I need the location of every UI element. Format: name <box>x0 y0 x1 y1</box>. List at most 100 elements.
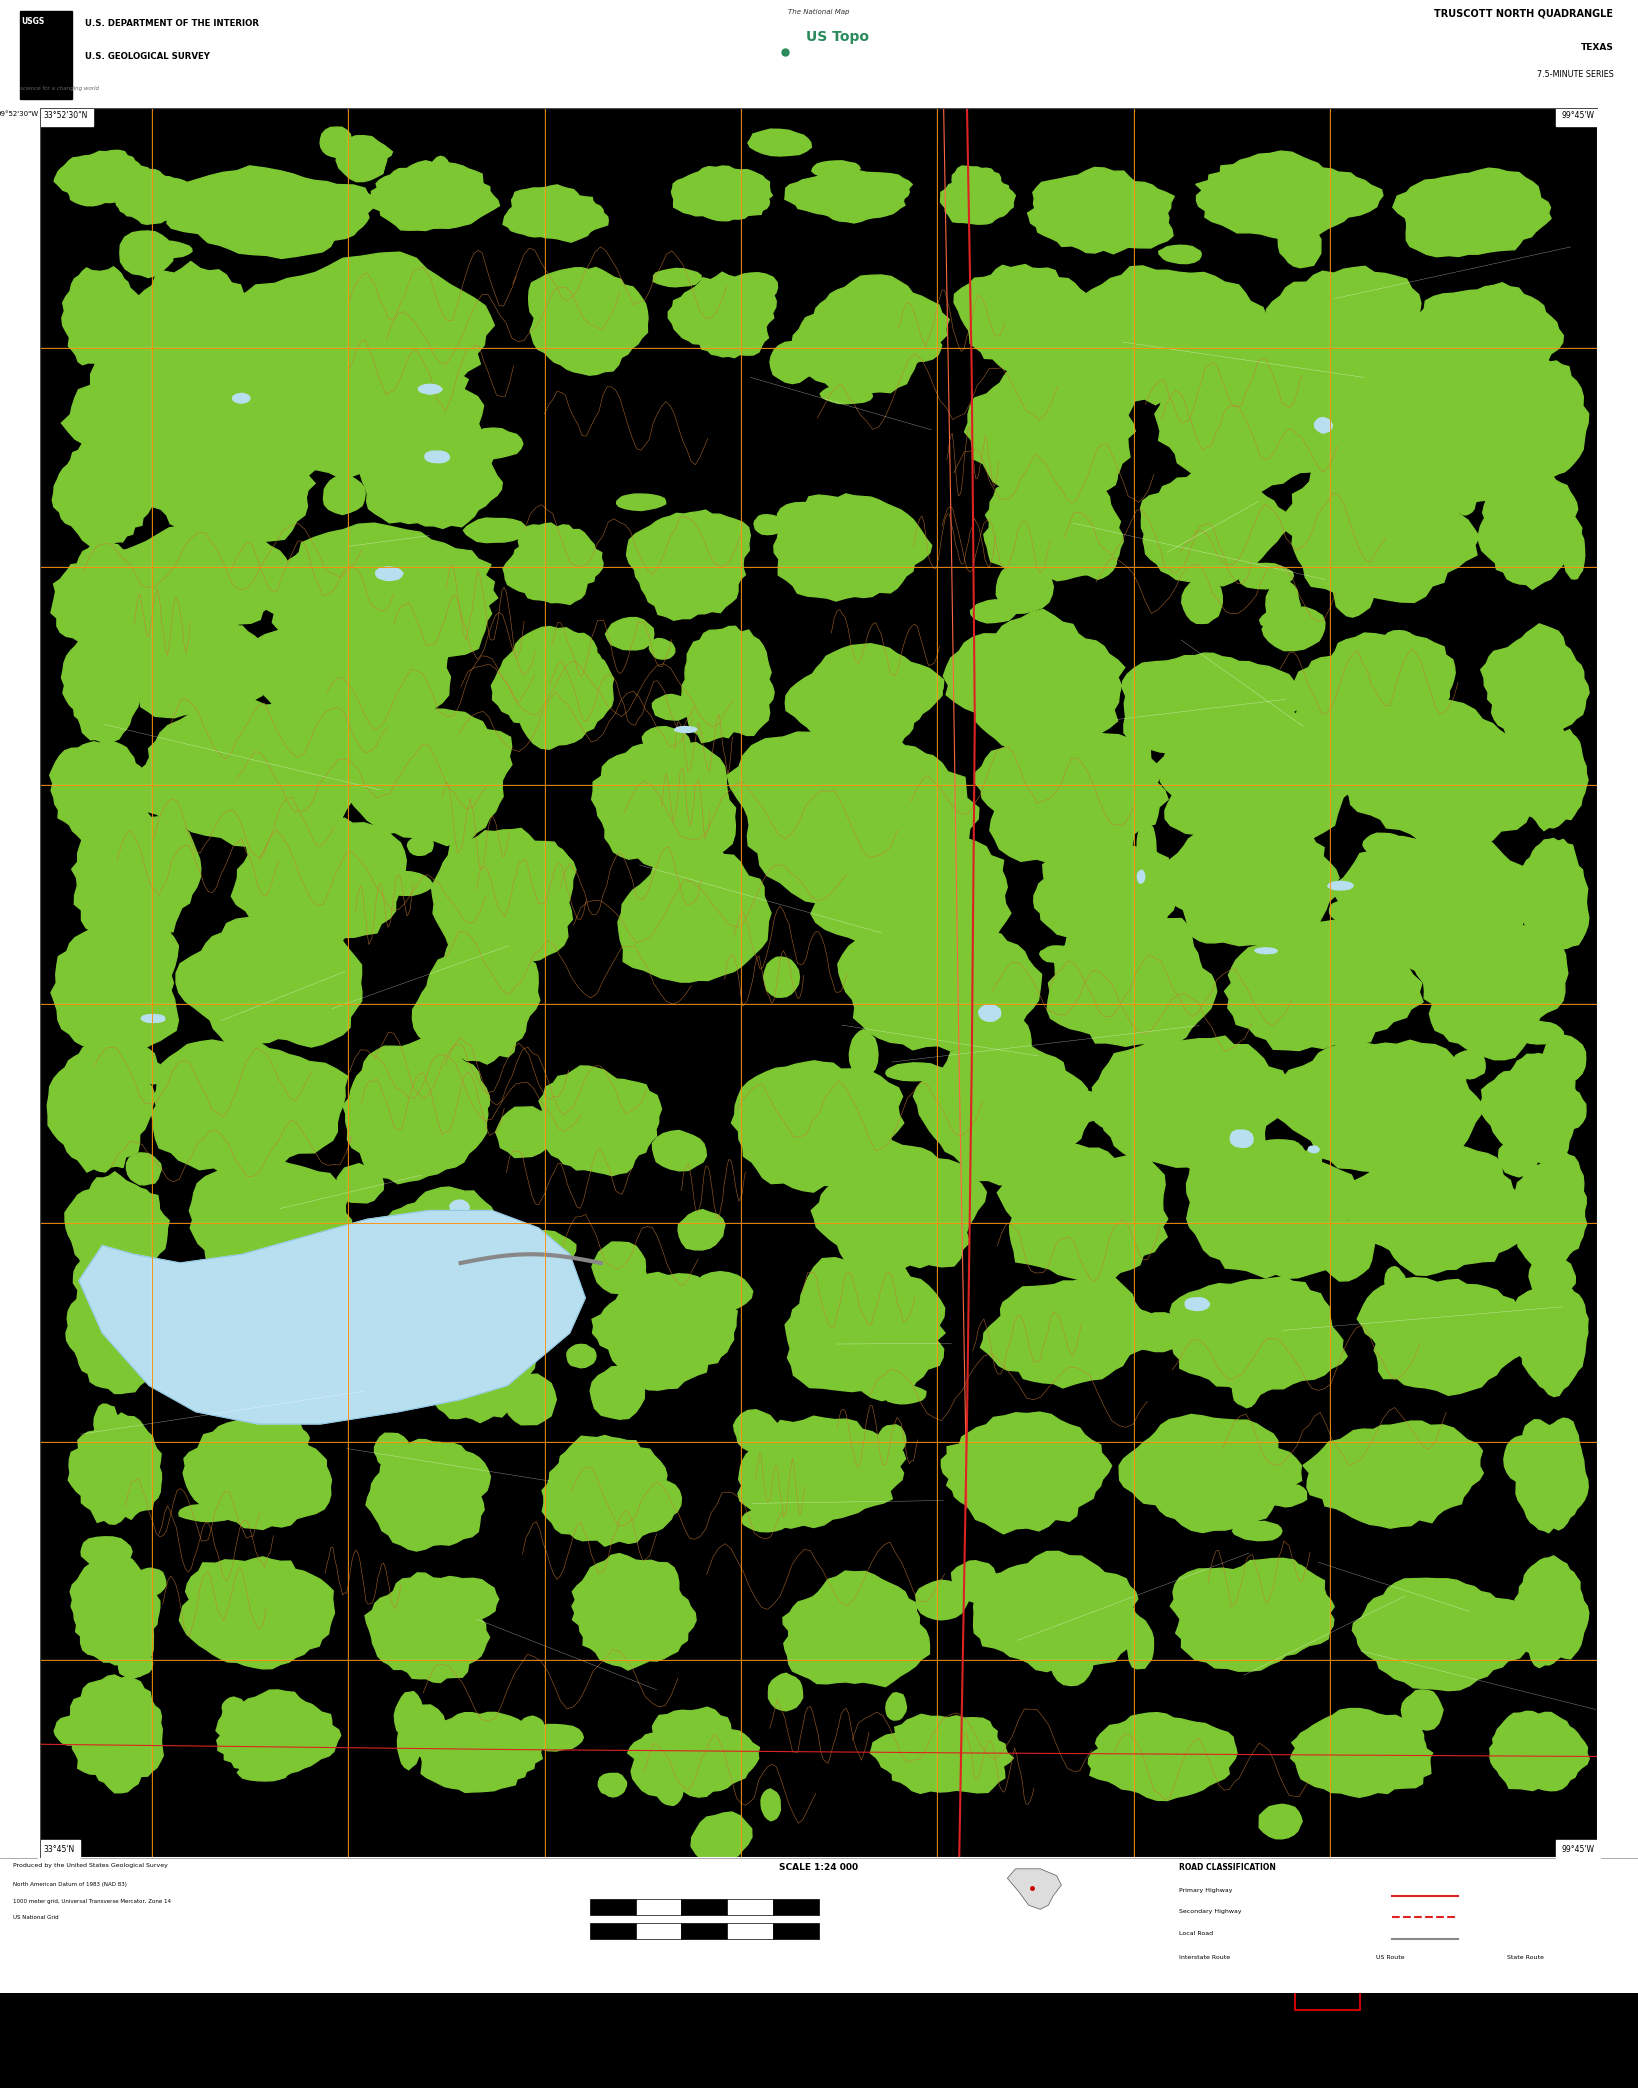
Text: US National Grid: US National Grid <box>13 1915 59 1919</box>
Polygon shape <box>837 915 1042 1050</box>
Text: TEXAS: TEXAS <box>1581 44 1613 52</box>
Polygon shape <box>80 1537 133 1566</box>
Polygon shape <box>886 1693 906 1721</box>
Polygon shape <box>1137 871 1145 883</box>
Polygon shape <box>1469 303 1502 328</box>
Polygon shape <box>1400 1689 1443 1731</box>
Polygon shape <box>1232 1372 1260 1407</box>
Polygon shape <box>1291 1708 1433 1798</box>
Polygon shape <box>749 129 811 157</box>
Polygon shape <box>242 493 300 524</box>
Polygon shape <box>229 1307 382 1420</box>
Polygon shape <box>785 643 943 758</box>
Polygon shape <box>1481 624 1589 745</box>
Polygon shape <box>503 1374 557 1424</box>
Polygon shape <box>421 1712 542 1792</box>
Polygon shape <box>1070 892 1102 908</box>
Text: science for a changing world: science for a changing world <box>20 86 98 92</box>
Text: Produced by the United States Geological Survey: Produced by the United States Geological… <box>13 1862 169 1869</box>
Polygon shape <box>238 1764 288 1781</box>
Polygon shape <box>616 495 665 509</box>
Polygon shape <box>231 812 406 946</box>
Polygon shape <box>418 384 442 395</box>
Polygon shape <box>1079 532 1117 578</box>
Polygon shape <box>136 697 388 848</box>
Polygon shape <box>1415 497 1446 530</box>
Polygon shape <box>1225 919 1423 1050</box>
Polygon shape <box>762 1789 780 1821</box>
Polygon shape <box>70 1553 161 1666</box>
Polygon shape <box>953 265 1089 376</box>
Polygon shape <box>367 161 500 230</box>
Polygon shape <box>468 428 523 459</box>
Bar <box>1296 1961 1360 2011</box>
Polygon shape <box>216 1689 341 1779</box>
Polygon shape <box>521 1716 544 1735</box>
Polygon shape <box>54 1716 92 1746</box>
Polygon shape <box>331 1340 377 1397</box>
Polygon shape <box>462 1086 490 1115</box>
Polygon shape <box>450 1201 468 1215</box>
Polygon shape <box>672 167 773 221</box>
Polygon shape <box>660 1338 714 1357</box>
Polygon shape <box>136 407 318 543</box>
Polygon shape <box>1066 1587 1088 1641</box>
Polygon shape <box>1335 426 1391 457</box>
Polygon shape <box>1453 1050 1486 1079</box>
Polygon shape <box>319 127 352 157</box>
Polygon shape <box>542 1434 667 1545</box>
Polygon shape <box>1242 1462 1269 1516</box>
Polygon shape <box>1455 487 1476 516</box>
Polygon shape <box>1325 699 1545 848</box>
Polygon shape <box>1314 418 1332 432</box>
Polygon shape <box>886 785 916 808</box>
Polygon shape <box>493 1255 537 1278</box>
Polygon shape <box>62 267 141 365</box>
Polygon shape <box>1088 1712 1237 1800</box>
Polygon shape <box>231 338 483 480</box>
Polygon shape <box>1260 1804 1302 1840</box>
Polygon shape <box>649 639 675 660</box>
Polygon shape <box>416 750 457 773</box>
Polygon shape <box>129 376 174 420</box>
Polygon shape <box>973 1551 1143 1672</box>
Text: 33°52'30"N: 33°52'30"N <box>43 111 87 121</box>
Polygon shape <box>62 633 141 743</box>
Polygon shape <box>529 267 649 376</box>
Polygon shape <box>1482 353 1589 489</box>
Polygon shape <box>1104 944 1165 996</box>
Bar <box>590 1898 636 1915</box>
Polygon shape <box>765 1443 803 1487</box>
Polygon shape <box>631 1748 683 1796</box>
Polygon shape <box>534 846 570 889</box>
Polygon shape <box>121 261 270 399</box>
Polygon shape <box>1302 367 1343 409</box>
Polygon shape <box>739 1416 906 1528</box>
Text: 99°52'30"W: 99°52'30"W <box>0 111 38 117</box>
Polygon shape <box>1482 466 1582 589</box>
Polygon shape <box>190 1159 352 1301</box>
Polygon shape <box>354 422 503 528</box>
Bar <box>773 1923 819 1940</box>
Polygon shape <box>147 537 167 570</box>
Polygon shape <box>1238 564 1294 589</box>
Polygon shape <box>1510 714 1589 831</box>
Polygon shape <box>1255 948 1278 954</box>
Text: TRUSCOTT NORTH QUADRANGLE: TRUSCOTT NORTH QUADRANGLE <box>1435 8 1613 19</box>
Polygon shape <box>400 1706 446 1758</box>
Polygon shape <box>727 731 980 904</box>
Polygon shape <box>1007 1869 1061 1908</box>
Polygon shape <box>1160 814 1340 948</box>
Polygon shape <box>175 917 362 1048</box>
Polygon shape <box>591 1272 737 1391</box>
Polygon shape <box>377 1188 511 1301</box>
Polygon shape <box>1515 1150 1587 1267</box>
Polygon shape <box>126 1153 162 1184</box>
Polygon shape <box>139 240 192 259</box>
Polygon shape <box>290 562 324 606</box>
Polygon shape <box>1029 345 1081 370</box>
Polygon shape <box>74 1255 123 1301</box>
Polygon shape <box>223 1698 244 1716</box>
Polygon shape <box>447 1579 498 1620</box>
Polygon shape <box>785 1257 945 1401</box>
